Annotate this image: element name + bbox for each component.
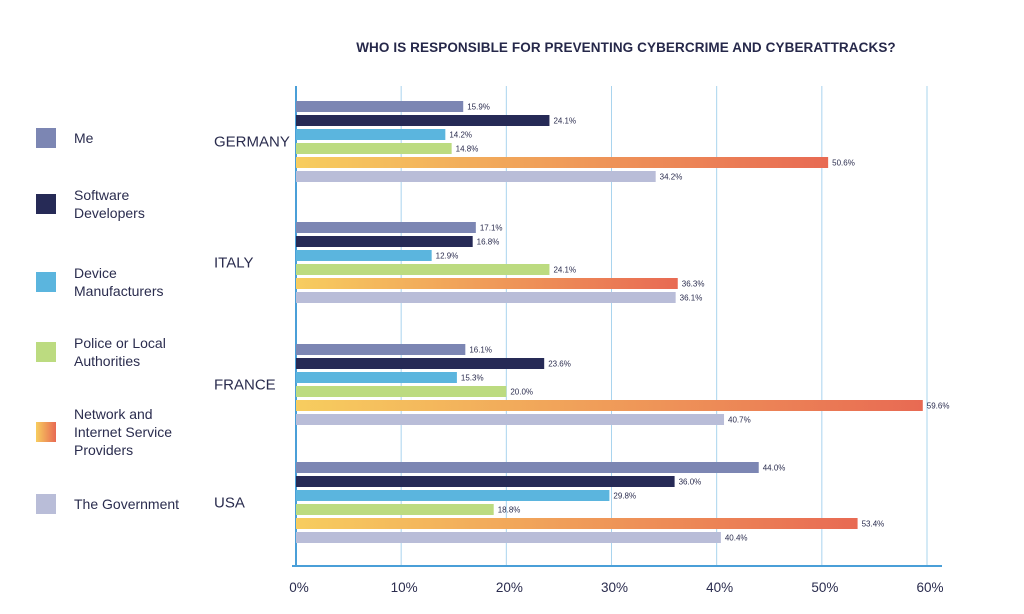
data-label: 12.9% bbox=[436, 252, 459, 261]
category-label-usa: USA bbox=[214, 495, 245, 512]
data-label: 34.2% bbox=[660, 173, 683, 182]
data-label: 36.1% bbox=[680, 294, 703, 303]
data-label: 15.9% bbox=[467, 103, 490, 112]
data-label: 23.6% bbox=[548, 360, 571, 369]
bar-usa-network-and-internet-service-providers bbox=[296, 518, 858, 529]
bar-germany-software-developers bbox=[296, 115, 550, 126]
bar-usa-police-or-local-authorities bbox=[296, 504, 494, 515]
bar-italy-software-developers bbox=[296, 236, 473, 247]
bar-france-device-manufacturers bbox=[296, 372, 457, 383]
bar-germany-police-or-local-authorities bbox=[296, 143, 452, 154]
data-label: 20.0% bbox=[510, 388, 533, 397]
legend-swatch-software-developers bbox=[36, 194, 56, 214]
x-axis-ticks: 0% 10% 20% 30% 40% 50% 60% bbox=[289, 580, 943, 595]
bar-france-software-developers bbox=[296, 358, 545, 369]
bar-usa-the-government bbox=[296, 532, 721, 543]
data-labels: 15.9% 24.1% 14.2% 14.8% 50.6% 34.2% 17.1% 16.8%… bbox=[436, 103, 950, 543]
bar-usa-me bbox=[296, 462, 759, 473]
x-tick-label: 30% bbox=[601, 580, 628, 595]
data-label: 40.4% bbox=[725, 534, 748, 543]
x-tick-label: 40% bbox=[706, 580, 733, 595]
category-label-germany: GERMANY bbox=[214, 134, 290, 151]
data-label: 40.7% bbox=[728, 416, 751, 425]
category-label-france: FRANCE bbox=[214, 377, 276, 394]
data-label: 14.2% bbox=[449, 131, 472, 140]
bar-italy-the-government bbox=[296, 292, 676, 303]
bar-germany-me bbox=[296, 101, 464, 112]
legend-label-network-and-internet-service-providers: Network and Internet Service Providers bbox=[74, 406, 172, 458]
legend-swatch-police-or-local-authorities bbox=[36, 342, 56, 362]
legend-label-me: Me bbox=[74, 130, 94, 146]
chart-title: WHO IS RESPONSIBLE FOR PREVENTING CYBERC… bbox=[356, 40, 896, 55]
data-label: 15.3% bbox=[461, 374, 484, 383]
legend-label-police-or-local-authorities: Police or Local Authorities bbox=[74, 335, 166, 369]
data-label: 24.1% bbox=[553, 266, 576, 275]
data-label: 14.8% bbox=[456, 145, 479, 154]
bar-italy-network-and-internet-service-providers bbox=[296, 278, 678, 289]
legend-label-software-developers: Software Developers bbox=[74, 187, 145, 221]
bar-usa-software-developers bbox=[296, 476, 675, 487]
bar-italy-police-or-local-authorities bbox=[296, 264, 550, 275]
x-tick-label: 0% bbox=[289, 580, 309, 595]
data-label: 29.8% bbox=[613, 492, 636, 501]
bar-germany-network-and-internet-service-providers bbox=[296, 157, 829, 168]
bar-france-police-or-local-authorities bbox=[296, 386, 507, 397]
category-labels: GERMANY ITALY FRANCE USA bbox=[214, 134, 290, 512]
data-label: 17.1% bbox=[480, 224, 503, 233]
data-label: 59.6% bbox=[927, 402, 950, 411]
legend: Me Software Developers Device Manufacturers P… bbox=[36, 128, 179, 514]
data-label: 16.1% bbox=[469, 346, 492, 355]
x-tick-label: 10% bbox=[391, 580, 418, 595]
data-label: 36.3% bbox=[682, 280, 705, 289]
bar-germany-device-manufacturers bbox=[296, 129, 446, 140]
data-label: 53.4% bbox=[862, 520, 885, 529]
data-label: 16.8% bbox=[477, 238, 500, 247]
bar-italy-me bbox=[296, 222, 476, 233]
data-label: 36.0% bbox=[679, 478, 702, 487]
legend-swatch-the-government bbox=[36, 494, 56, 514]
category-label-italy: ITALY bbox=[214, 255, 253, 272]
legend-label-the-government: The Government bbox=[74, 496, 179, 512]
bar-france-the-government bbox=[296, 414, 725, 425]
data-label: 18.8% bbox=[498, 506, 521, 515]
data-label: 24.1% bbox=[553, 117, 576, 126]
bar-france-network-and-internet-service-providers bbox=[296, 400, 923, 411]
x-tick-label: 20% bbox=[496, 580, 523, 595]
legend-swatch-device-manufacturers bbox=[36, 272, 56, 292]
bar-usa-device-manufacturers bbox=[296, 490, 610, 501]
bar-italy-device-manufacturers bbox=[296, 250, 432, 261]
legend-swatch-network-and-internet-service-providers bbox=[36, 422, 56, 442]
bar-germany-the-government bbox=[296, 171, 656, 182]
data-label: 44.0% bbox=[763, 464, 786, 473]
x-tick-label: 50% bbox=[811, 580, 838, 595]
legend-swatch-me bbox=[36, 128, 56, 148]
x-tick-label: 60% bbox=[916, 580, 943, 595]
legend-label-device-manufacturers: Device Manufacturers bbox=[74, 265, 163, 299]
data-label: 50.6% bbox=[832, 159, 855, 168]
bar-series bbox=[296, 101, 923, 543]
bar-france-me bbox=[296, 344, 466, 355]
